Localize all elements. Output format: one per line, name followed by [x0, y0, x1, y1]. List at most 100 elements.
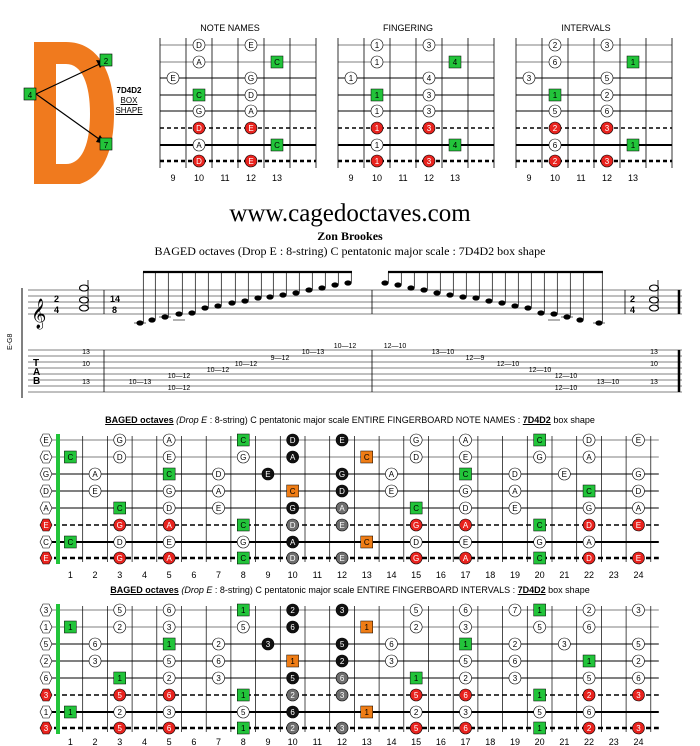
note-label: 1 — [375, 107, 380, 116]
note-marker — [162, 671, 176, 685]
note-marker — [261, 637, 275, 651]
note-label: 6 — [167, 691, 172, 700]
open-string-marker — [39, 654, 53, 668]
note-label: 7 — [513, 606, 518, 615]
note-marker — [582, 671, 596, 685]
note-marker — [459, 721, 472, 735]
fret-number: 13 — [362, 570, 372, 580]
note-marker — [409, 433, 423, 447]
shape-logo: 2 4 7 — [14, 34, 144, 186]
note-label: 3 — [340, 724, 345, 733]
note-marker — [236, 535, 250, 549]
note-label: D — [512, 470, 518, 479]
small-fret-number: 9 — [526, 173, 531, 183]
note-label: 3 — [605, 41, 610, 50]
note-marker — [370, 88, 384, 102]
note-marker — [632, 637, 645, 651]
note-marker — [370, 138, 384, 152]
scale-note — [446, 292, 454, 298]
note-label: 1 — [349, 74, 354, 83]
note-label: 3 — [340, 691, 345, 700]
note-marker — [626, 55, 640, 69]
note-marker — [286, 433, 299, 447]
note-marker — [600, 71, 614, 85]
note-marker — [113, 501, 126, 515]
site-url[interactable]: www.cagedoctaves.com — [229, 200, 471, 227]
note-marker — [162, 518, 176, 532]
note-label: C — [240, 436, 246, 445]
note-marker — [335, 518, 349, 532]
note-label: 1 — [375, 124, 380, 133]
note-marker — [582, 654, 596, 668]
fret-number: 7 — [216, 570, 221, 580]
note-marker — [360, 535, 373, 549]
small-fret-number: 13 — [450, 173, 460, 183]
note-label: E — [512, 504, 517, 513]
note-marker — [360, 620, 373, 634]
small-fret-number: 10 — [194, 173, 204, 183]
note-marker — [632, 467, 645, 481]
tuning-label: E-G8 — [7, 334, 14, 350]
intervals-board-title: BAGED octaves (Drop E : 8-string) C pent… — [0, 585, 700, 595]
subtitle: BAGED octaves (Drop E : 8-string) C pent… — [154, 244, 546, 258]
note-marker — [162, 654, 176, 668]
note-label: 5 — [587, 674, 592, 683]
note-label: A — [166, 436, 172, 445]
small-fret-number: 10 — [550, 173, 560, 183]
note-label: 2 — [553, 124, 558, 133]
small-diagram-title: NOTE NAMES — [200, 23, 260, 33]
note-marker — [113, 603, 127, 617]
note-label: E — [339, 521, 344, 530]
note-label: E — [248, 157, 253, 166]
note-label: 5 — [290, 674, 295, 683]
open-string-marker — [39, 484, 53, 498]
scale-note — [305, 287, 313, 293]
note-label: 2 — [414, 623, 419, 632]
note-marker — [335, 501, 349, 515]
note-marker — [270, 138, 284, 152]
note-marker — [113, 551, 127, 565]
scale-note — [498, 300, 506, 306]
note-label: 6 — [553, 141, 558, 150]
note-label: 3 — [463, 708, 468, 717]
note-marker — [548, 104, 562, 118]
note-label: 5 — [241, 623, 246, 632]
intervals-title-rest: : 8-string) C pentatonic major scale ENT… — [214, 585, 516, 595]
note-marker — [237, 518, 250, 532]
open-string-label: 1 — [44, 623, 49, 632]
open-string-marker — [39, 450, 53, 464]
fret-number: 17 — [461, 737, 471, 746]
fret-number: 12 — [337, 570, 347, 580]
note-marker — [600, 88, 614, 102]
open-string-label: C — [43, 538, 49, 547]
note-marker — [113, 688, 127, 702]
tab-number: 13—10 — [432, 349, 455, 356]
open-string-label: E — [43, 554, 48, 563]
note-marker — [548, 138, 562, 152]
note-label: 5 — [414, 724, 419, 733]
note-marker — [286, 450, 299, 464]
note-label: 5 — [414, 606, 419, 615]
notes-title-bold: BAGED octaves — [105, 415, 174, 425]
note-label: E — [248, 41, 253, 50]
fret-number: 3 — [117, 570, 122, 580]
note-marker — [286, 603, 299, 617]
half-note — [648, 284, 660, 292]
note-marker — [244, 38, 258, 52]
note-marker — [533, 603, 546, 617]
note-marker — [335, 603, 349, 617]
note-marker — [64, 450, 77, 464]
note-label: 1 — [241, 724, 246, 733]
scale-note — [537, 310, 545, 316]
note-marker — [508, 501, 522, 515]
note-label: 2 — [414, 708, 419, 717]
note-marker — [533, 688, 546, 702]
note-label: E — [166, 538, 171, 547]
note-marker — [212, 467, 225, 481]
note-marker — [113, 518, 127, 532]
note-marker — [385, 467, 398, 481]
note-marker — [632, 518, 645, 532]
